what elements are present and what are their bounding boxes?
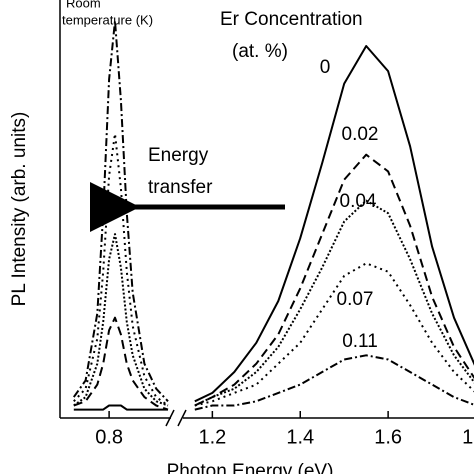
series-line (73, 199, 474, 407)
x-tick-label: 1.2 (198, 426, 226, 448)
annotation: Room (66, 0, 101, 10)
series-line (73, 153, 474, 411)
annotation: transfer (148, 177, 213, 198)
legend-title: Er Concentration (220, 9, 363, 30)
series-line (72, 19, 474, 411)
x-tick-label: 1.6 (374, 426, 402, 448)
series-line (73, 45, 474, 411)
x-tick-label: 0.8 (95, 426, 123, 448)
series-label: 0 (320, 57, 331, 78)
legend-title: (at. %) (232, 41, 288, 62)
x-tick-label: 1.8 (462, 426, 474, 448)
series-label: 0.07 (337, 289, 374, 310)
series-label: 0.04 (340, 191, 377, 212)
annotation: Energy (148, 145, 209, 166)
series-line (73, 132, 474, 407)
axis-break (165, 409, 187, 427)
series-label: 0.02 (342, 124, 379, 145)
y-axis-label: PL Intensity (arb. units) (9, 112, 30, 307)
annotation: temperature (K) (62, 12, 153, 27)
x-tick-label: 1.4 (286, 426, 314, 448)
x-axis-label: Photon Energy (eV) (167, 461, 334, 474)
series-label: 0.11 (342, 331, 378, 352)
